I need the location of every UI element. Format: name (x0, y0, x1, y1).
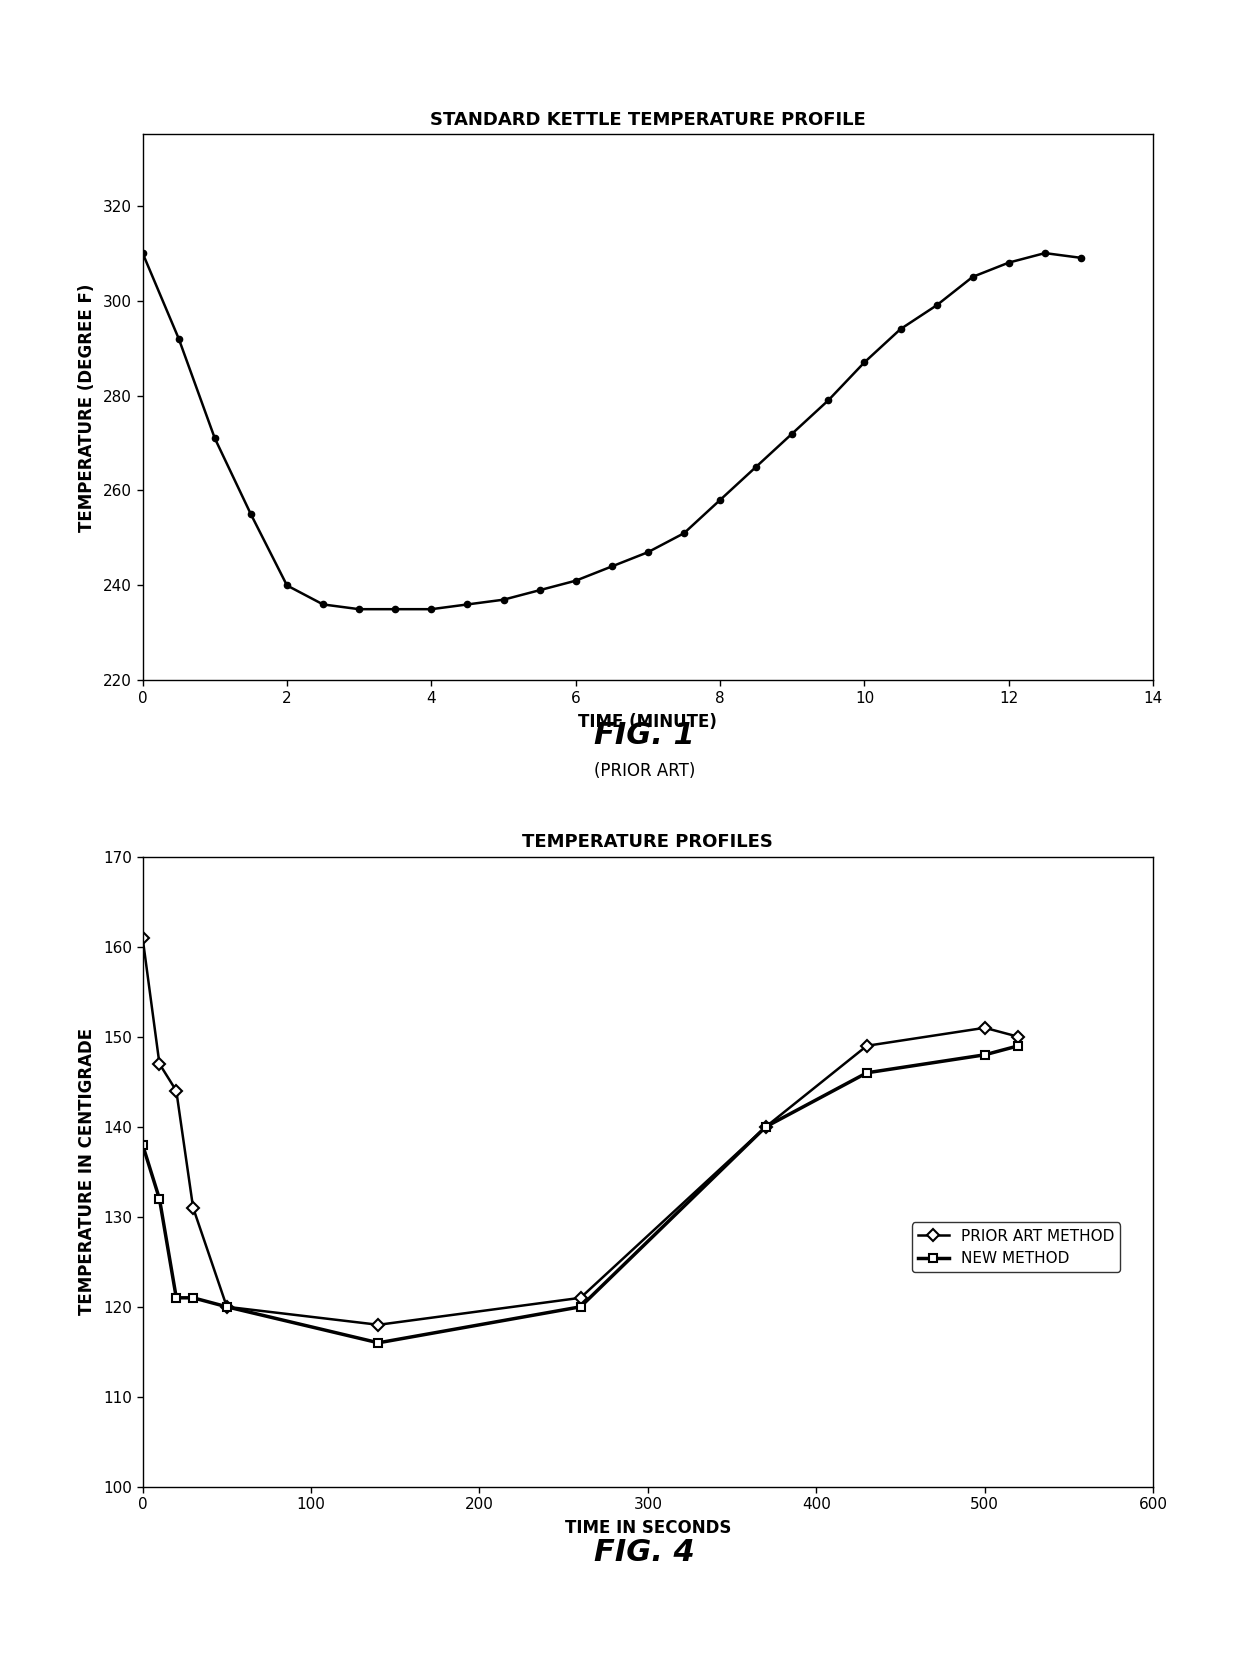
PRIOR ART METHOD (186, 1198, 201, 1218)
PRIOR ART METHOD (371, 1315, 386, 1336)
Text: (PRIOR ART): (PRIOR ART) (594, 763, 696, 780)
Legend: PRIOR ART METHOD, NEW METHOD: PRIOR ART METHOD, NEW METHOD (911, 1223, 1120, 1272)
Text: FIG. 4: FIG. 4 (594, 1537, 696, 1567)
PRIOR ART METHOD (219, 1297, 234, 1317)
PRIOR ART METHOD (573, 1287, 588, 1307)
PRIOR ART METHOD (859, 1035, 874, 1057)
PRIOR ART METHOD (169, 1080, 184, 1100)
PRIOR ART METHOD (759, 1117, 774, 1137)
NEW METHOD (573, 1297, 588, 1317)
NEW METHOD (977, 1045, 992, 1065)
NEW METHOD (135, 1134, 150, 1154)
PRIOR ART METHOD (1011, 1026, 1025, 1047)
X-axis label: TIME (MINUTE): TIME (MINUTE) (579, 712, 717, 731)
Title: STANDARD KETTLE TEMPERATURE PROFILE: STANDARD KETTLE TEMPERATURE PROFILE (430, 111, 866, 129)
NEW METHOD (169, 1287, 184, 1307)
PRIOR ART METHOD (977, 1018, 992, 1038)
Y-axis label: TEMPERATURE (DEGREE F): TEMPERATURE (DEGREE F) (78, 284, 97, 531)
NEW METHOD (153, 1189, 167, 1210)
NEW METHOD (371, 1332, 386, 1352)
X-axis label: TIME IN SECONDS: TIME IN SECONDS (564, 1519, 732, 1537)
NEW METHOD (859, 1063, 874, 1084)
Line: NEW METHOD: NEW METHOD (139, 1042, 1023, 1347)
NEW METHOD (219, 1297, 234, 1317)
NEW METHOD (1011, 1035, 1025, 1057)
PRIOR ART METHOD (153, 1053, 167, 1074)
Text: FIG. 1: FIG. 1 (594, 721, 696, 751)
NEW METHOD (186, 1287, 201, 1307)
PRIOR ART METHOD (135, 927, 150, 948)
Line: PRIOR ART METHOD: PRIOR ART METHOD (139, 934, 1023, 1329)
NEW METHOD (759, 1117, 774, 1137)
Y-axis label: TEMPERATURE IN CENTIGRADE: TEMPERATURE IN CENTIGRADE (78, 1028, 97, 1315)
Title: TEMPERATURE PROFILES: TEMPERATURE PROFILES (522, 833, 774, 852)
